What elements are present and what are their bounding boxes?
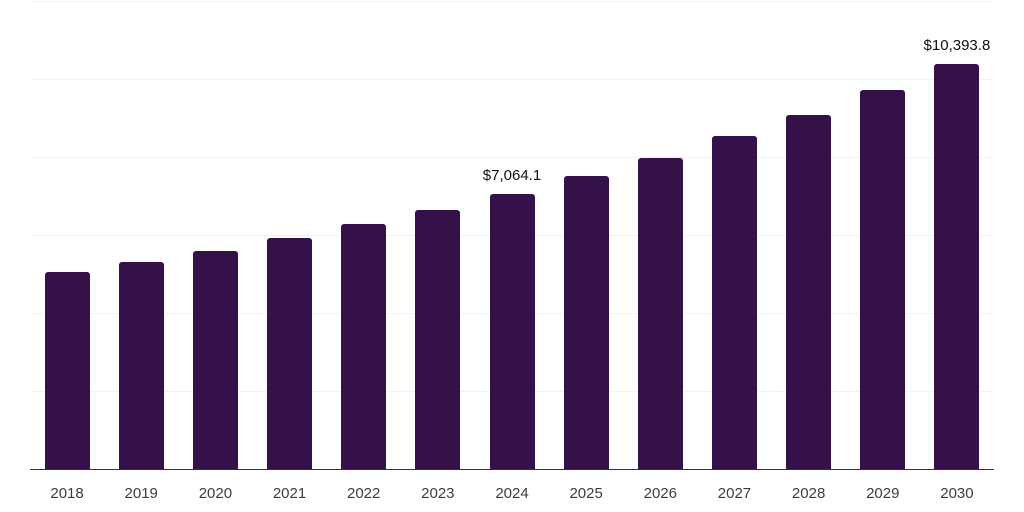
x-axis-label-2019: 2019 (124, 485, 158, 502)
bar-2018 (44, 272, 90, 469)
bar-2030 (934, 63, 980, 469)
bar-2023 (415, 209, 461, 469)
bar-2020 (192, 250, 238, 469)
x-axis-label-2025: 2025 (569, 485, 603, 502)
x-axis-label-2018: 2018 (50, 485, 84, 502)
bar-2027 (711, 136, 757, 469)
x-axis-label-2028: 2028 (791, 485, 826, 502)
bar-2022 (341, 224, 387, 469)
bar-2029 (860, 89, 906, 469)
x-axis-label-2029: 2029 (866, 485, 900, 502)
gridline-8000 (30, 157, 994, 158)
bar-2026 (637, 157, 683, 469)
x-axis-label-2022: 2022 (347, 485, 381, 502)
bar-2024 (489, 193, 535, 469)
gridline-10000 (30, 79, 994, 80)
data-label-2024: $7,064.1 (482, 166, 542, 184)
x-axis-label-2027: 2027 (717, 485, 752, 502)
x-axis-label-2023: 2023 (421, 485, 455, 502)
x-axis-label-2030: 2030 (940, 485, 974, 502)
x-axis-label-2021: 2021 (272, 485, 307, 502)
bar-2021 (267, 237, 313, 469)
x-axis-label-2026: 2026 (643, 485, 677, 502)
bar-2019 (118, 262, 164, 469)
data-label-2030: $10,393.8 (923, 36, 991, 54)
bar-2028 (786, 114, 832, 469)
x-axis-label-2020: 2020 (198, 485, 233, 502)
x-axis-label-2024: 2024 (495, 485, 529, 502)
x-axis-line (30, 469, 994, 470)
bar-2025 (563, 176, 609, 469)
gridline-12000 (30, 1, 994, 2)
